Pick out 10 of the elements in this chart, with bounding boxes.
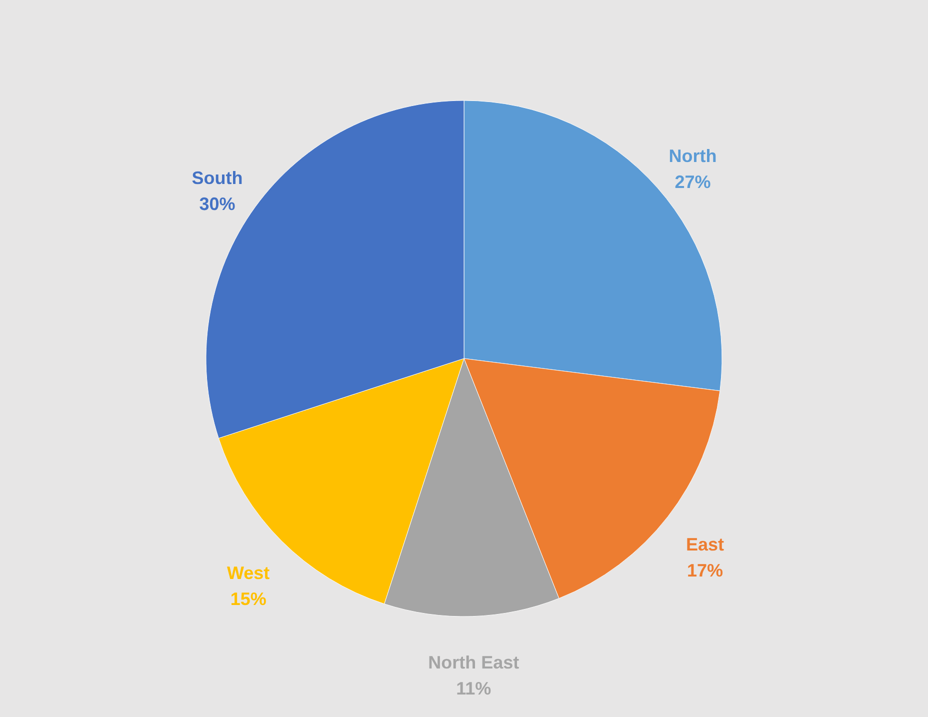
slice-label: North East xyxy=(428,652,520,672)
data-label: 27% xyxy=(674,172,711,192)
data-label: 15% xyxy=(230,589,266,610)
data-label: 30% xyxy=(199,194,236,214)
slice-label: North xyxy=(668,146,717,166)
slice-label: East xyxy=(686,534,724,554)
slice-label: South xyxy=(192,168,243,188)
data-label: 11% xyxy=(456,678,492,698)
data-label: 17% xyxy=(686,560,724,580)
slice-label: West xyxy=(226,563,270,584)
